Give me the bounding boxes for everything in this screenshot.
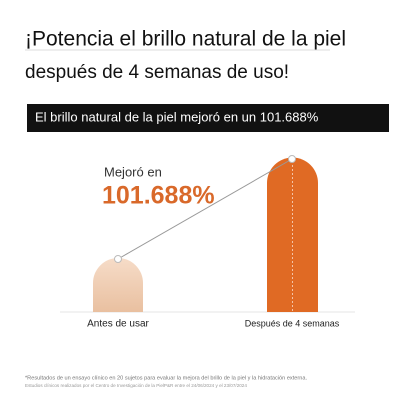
title-line-2: después de 4 semanas de uso!: [25, 62, 289, 83]
footnote: Estudios clínicos realizados por el Cent…: [25, 383, 247, 388]
banner: [27, 104, 389, 132]
after-label: Después de 4 semanas: [245, 318, 340, 328]
improvement-label: Mejoró en: [104, 164, 162, 179]
after-dot: [288, 155, 296, 163]
trend-line: [117, 158, 293, 260]
title-line-1: ¡Potencia el brillo natural de la piel: [25, 28, 346, 51]
footnote: *Resultados de un ensayo clínico en 20 s…: [25, 375, 307, 381]
before-bar: [93, 258, 143, 312]
before-label: Antes de usar: [87, 319, 149, 330]
improvement-value: 101.688%: [102, 182, 215, 210]
before-dot: [114, 255, 122, 263]
banner-text: El brillo natural de la piel mejoró en u…: [35, 109, 319, 124]
